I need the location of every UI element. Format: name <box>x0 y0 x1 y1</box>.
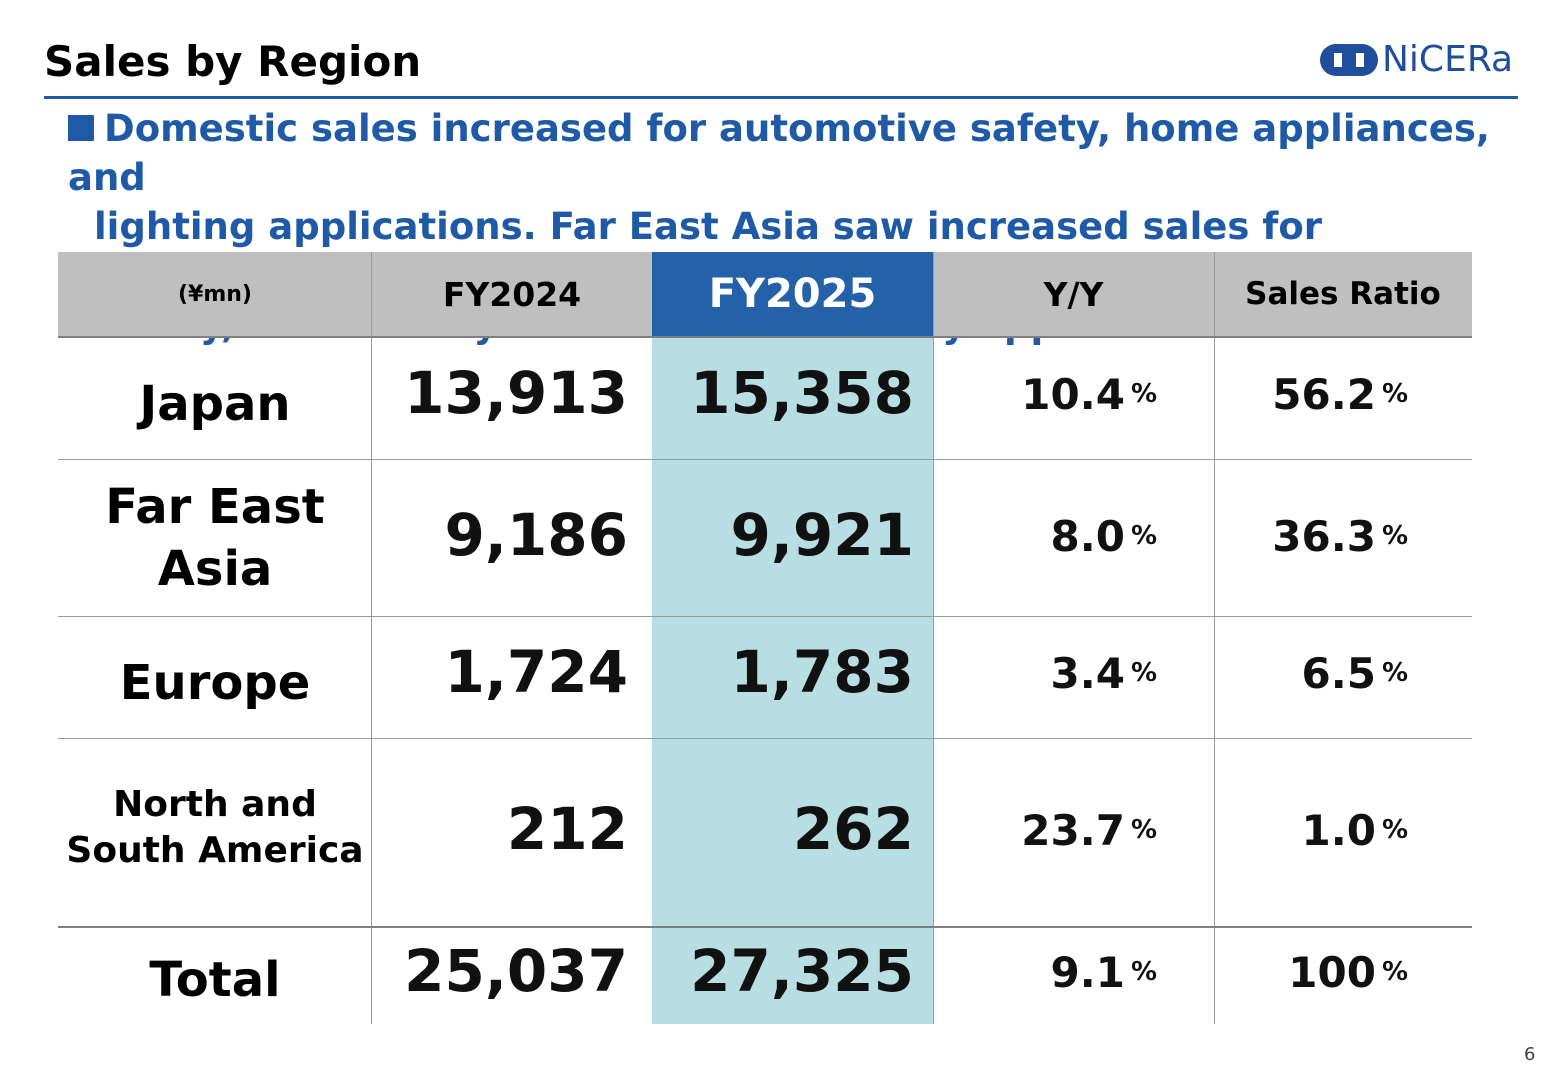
japan-yy: 10.4% <box>1021 369 1157 419</box>
page-number: 6 <box>1524 1044 1536 1065</box>
square-bullet-icon <box>68 115 94 141</box>
far-east-asia-ratio: 36.3% <box>1272 511 1408 561</box>
row-divider <box>58 616 1472 617</box>
far-east-asia-fy2025: 9,921 <box>730 501 914 569</box>
column-divider <box>1214 252 1215 1024</box>
far-east-asia-yy: 8.0% <box>1050 511 1157 561</box>
region-europe: Europe <box>119 654 311 711</box>
americas-yy: 23.7% <box>1021 805 1157 855</box>
row-divider <box>58 459 1472 460</box>
americas-ratio: 1.0% <box>1301 805 1408 855</box>
region-far-east-asia: Far East Asia <box>105 479 325 597</box>
header-unit: (¥mn) <box>177 281 252 307</box>
summary-line-1: Domestic sales increased for automotive … <box>68 107 1490 199</box>
americas-fy2024: 212 <box>506 795 628 863</box>
nicera-logo-icon <box>1320 44 1378 76</box>
total-fy2025: 27,325 <box>690 937 914 1005</box>
header-fy2025: FY2025 <box>708 271 877 317</box>
row-divider <box>58 738 1472 739</box>
region-japan: Japan <box>139 375 291 432</box>
header-yy: Y/Y <box>1043 274 1104 314</box>
fy2025-column-highlight <box>652 252 933 1024</box>
header-bottom-rule <box>58 336 1472 338</box>
total-label: Total <box>149 952 281 1008</box>
europe-ratio: 6.5% <box>1301 648 1408 698</box>
total-ratio: 100% <box>1288 947 1408 997</box>
americas-fy2025: 262 <box>792 795 914 863</box>
title-divider <box>44 96 1518 99</box>
fy2025-header-highlight <box>652 252 933 336</box>
header-sales-ratio: Sales Ratio <box>1245 276 1441 312</box>
japan-fy2024: 13,913 <box>404 359 628 427</box>
company-logo: NiCERa <box>1318 38 1518 82</box>
far-east-asia-fy2024: 9,186 <box>444 501 628 569</box>
header-fy2024: FY2024 <box>442 274 582 314</box>
total-top-rule <box>58 926 1472 928</box>
japan-ratio: 56.2% <box>1272 369 1408 419</box>
logo-text: NiCERa <box>1382 39 1514 80</box>
region-americas: North and South America <box>66 783 364 871</box>
slide-title: Sales by Region <box>44 37 422 86</box>
total-yy: 9.1% <box>1050 947 1157 997</box>
europe-yy: 3.4% <box>1050 648 1157 698</box>
europe-fy2025: 1,783 <box>730 638 914 706</box>
japan-fy2025: 15,358 <box>690 359 914 427</box>
sales-by-region-table: (¥mn) FY2024 FY2025 Y/Y Sales Ratio Japa… <box>58 252 1472 1024</box>
total-fy2024: 25,037 <box>404 937 628 1005</box>
europe-fy2024: 1,724 <box>444 638 628 706</box>
column-divider <box>933 252 934 1024</box>
column-divider <box>371 252 372 1024</box>
